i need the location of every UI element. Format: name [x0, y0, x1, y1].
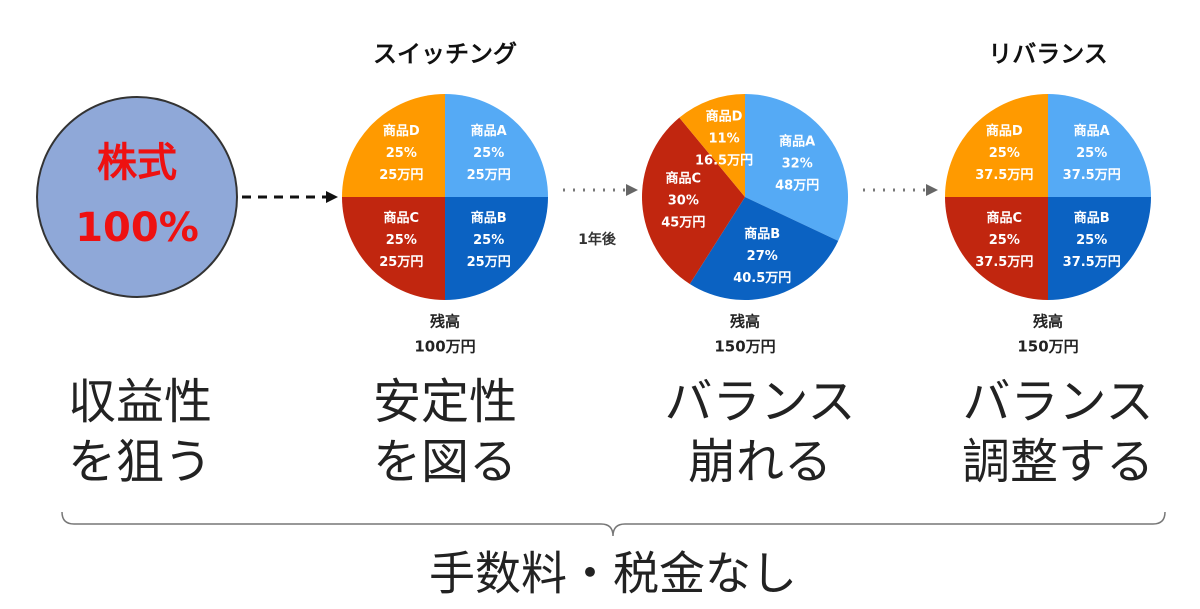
slice-name: 商品A [1074, 123, 1110, 139]
slice-name: 商品A [471, 123, 507, 139]
arrow-head [926, 184, 938, 196]
slice-name: 商品D [986, 123, 1023, 139]
caption: バランス [962, 374, 1153, 430]
slice-name: 商品C [987, 210, 1023, 226]
balance-value: 150万円 [714, 338, 775, 356]
caption: 収益性 [68, 374, 212, 430]
pie-title: リバランス [988, 40, 1108, 68]
balance-value: 100万円 [414, 338, 475, 356]
slice-amount: 25万円 [467, 255, 511, 270]
caption: 崩れる [688, 434, 832, 490]
slice-name: 商品C [666, 170, 702, 186]
pie-title: スイッチング [373, 40, 517, 68]
footer: 手数料・税金なし [429, 547, 797, 601]
pie-slice [445, 94, 548, 197]
slice-amount: 37.5万円 [1063, 255, 1121, 270]
arrow-head [326, 191, 338, 203]
slice-percent: 25% [1076, 146, 1107, 161]
slice-name: 商品D [383, 123, 420, 139]
slice-name: 商品A [779, 133, 815, 149]
transition-label: 1年後 [578, 231, 617, 248]
slice-percent: 32% [782, 156, 813, 171]
pie-slice [945, 94, 1048, 197]
stock-label: 株式 [97, 140, 177, 186]
pie-slice [342, 94, 445, 197]
slice-name: 商品D [706, 108, 743, 124]
slice-percent: 25% [386, 233, 417, 248]
slice-percent: 25% [473, 146, 504, 161]
caption: を図る [373, 434, 517, 490]
slice-amount: 25万円 [467, 168, 511, 183]
slice-percent: 25% [989, 146, 1020, 161]
pie-slice [1048, 94, 1151, 197]
pie-slice [745, 94, 849, 241]
slice-amount: 25万円 [379, 168, 423, 183]
caption: 安定性 [373, 374, 517, 430]
caption: バランス [664, 374, 855, 430]
slice-amount: 40.5万円 [733, 271, 791, 286]
slice-percent: 25% [473, 233, 504, 248]
slice-amount: 45万円 [661, 215, 705, 230]
slice-amount: 37.5万円 [975, 255, 1033, 270]
balance-label: 残高 [430, 313, 460, 331]
caption: を狙う [68, 434, 212, 490]
stock-percent: 100% [75, 205, 199, 251]
slice-amount: 37.5万円 [1063, 168, 1121, 183]
pie-slice [642, 117, 745, 284]
stock-circle [36, 96, 238, 298]
balance-label: 残高 [1033, 313, 1063, 331]
slice-name: 商品B [744, 226, 780, 242]
slice-percent: 11% [709, 131, 740, 146]
balance-value: 150万円 [1017, 338, 1078, 356]
slice-amount: 16.5万円 [695, 153, 753, 168]
pie-slice [689, 197, 839, 301]
caption: 調整する [962, 434, 1154, 490]
pie-slice [679, 94, 745, 197]
slice-name: 商品C [384, 210, 420, 226]
slice-percent: 25% [1076, 233, 1107, 248]
pie-slice [1048, 197, 1151, 300]
slice-amount: 37.5万円 [975, 168, 1033, 183]
balance-label: 残高 [730, 313, 760, 331]
slice-name: 商品B [1074, 210, 1110, 226]
slice-percent: 27% [747, 249, 778, 264]
slice-percent: 25% [989, 233, 1020, 248]
slice-name: 商品B [471, 210, 507, 226]
brace [61, 511, 1166, 537]
arrow-head [626, 184, 638, 196]
pie-slice [445, 197, 548, 300]
slice-amount: 25万円 [379, 255, 423, 270]
slice-amount: 48万円 [775, 178, 819, 193]
slice-percent: 25% [386, 146, 417, 161]
slice-percent: 30% [668, 193, 699, 208]
pie-slice [945, 197, 1048, 300]
pie-slice [342, 197, 445, 300]
